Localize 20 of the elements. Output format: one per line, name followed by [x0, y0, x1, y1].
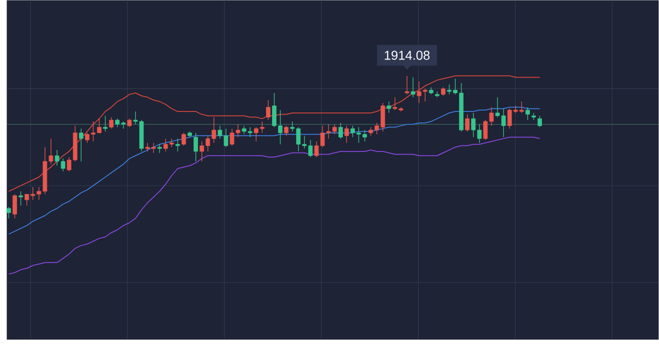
candlestick	[410, 76, 416, 98]
candlestick	[338, 122, 343, 139]
candlestick	[6, 206, 11, 219]
candlestick	[404, 75, 410, 95]
candlestick	[386, 100, 392, 114]
candlestick	[78, 128, 84, 162]
candlestick	[538, 115, 542, 128]
candlestick	[12, 194, 17, 219]
text: 1914.08	[384, 50, 430, 60]
candlestick	[176, 138, 180, 152]
candlestick	[284, 125, 289, 136]
candlestick	[182, 132, 186, 146]
candlestick	[266, 100, 270, 120]
candlestick	[525, 106, 530, 120]
candlestick	[18, 190, 24, 206]
candlestick	[194, 132, 198, 162]
candlestick	[344, 125, 349, 144]
candlestick	[465, 114, 470, 132]
candlestick	[109, 116, 114, 129]
candlestick	[103, 115, 108, 132]
